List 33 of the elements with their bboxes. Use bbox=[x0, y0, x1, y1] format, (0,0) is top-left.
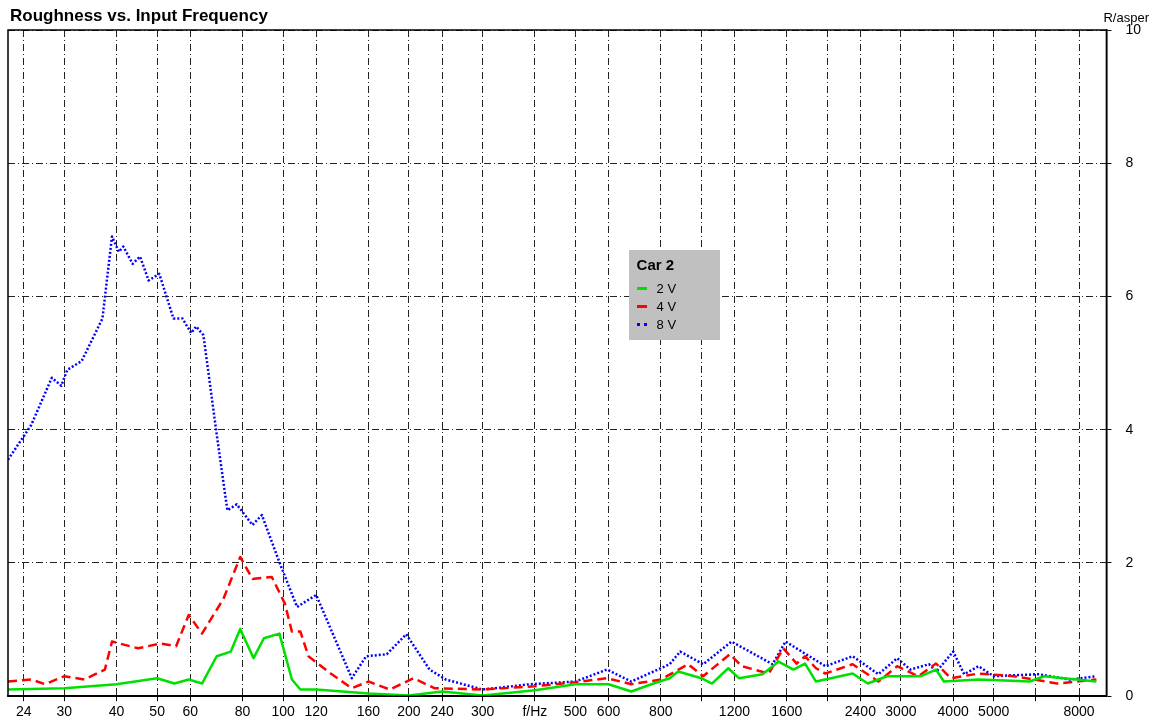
y-tick-label: 4 bbox=[1125, 420, 1134, 437]
x-tick-label: 800 bbox=[649, 703, 673, 720]
y-tick-label: 8 bbox=[1125, 154, 1134, 171]
y-tick-label: 2 bbox=[1125, 553, 1134, 570]
x-tick-label: 1600 bbox=[771, 703, 803, 720]
x-tick-label: 60 bbox=[182, 703, 199, 720]
legend-title: Car 2 bbox=[636, 255, 676, 273]
x-tick-label: 50 bbox=[149, 703, 166, 720]
chart-title: Roughness vs. Input Frequency bbox=[10, 6, 268, 26]
y-tick-label: 0 bbox=[1125, 687, 1134, 704]
x-tick-label: 2400 bbox=[844, 703, 877, 720]
x-tick-label: 5000 bbox=[978, 703, 1010, 720]
x-tick-label: 4000 bbox=[937, 703, 969, 720]
legend-label: 8 V bbox=[656, 316, 677, 332]
x-tick-label: 300 bbox=[470, 703, 495, 720]
x-tick-label: 200 bbox=[397, 703, 421, 720]
x-tick-label: 30 bbox=[56, 703, 73, 720]
x-tick-label: 100 bbox=[271, 703, 295, 720]
legend-label: 4 V bbox=[656, 298, 677, 314]
x-tick-label: 120 bbox=[304, 703, 329, 720]
x-tick-label: 40 bbox=[108, 703, 125, 720]
x-tick-label: 80 bbox=[234, 703, 251, 720]
x-tick-label: 24 bbox=[16, 703, 32, 720]
x-tick-label: 240 bbox=[430, 703, 454, 720]
x-tick-label: 1200 bbox=[718, 703, 751, 720]
x-tick-label: 500 bbox=[563, 703, 588, 720]
x-tick-label: 8000 bbox=[1063, 703, 1095, 720]
y-tick-label: 6 bbox=[1125, 287, 1134, 304]
x-tick-label: 600 bbox=[596, 703, 621, 720]
x-tick-label: 3000 bbox=[885, 703, 917, 720]
legend-label: 2 V bbox=[656, 280, 677, 296]
x-tick-label: f/Hz bbox=[522, 703, 548, 720]
x-tick-label: 160 bbox=[356, 703, 381, 720]
